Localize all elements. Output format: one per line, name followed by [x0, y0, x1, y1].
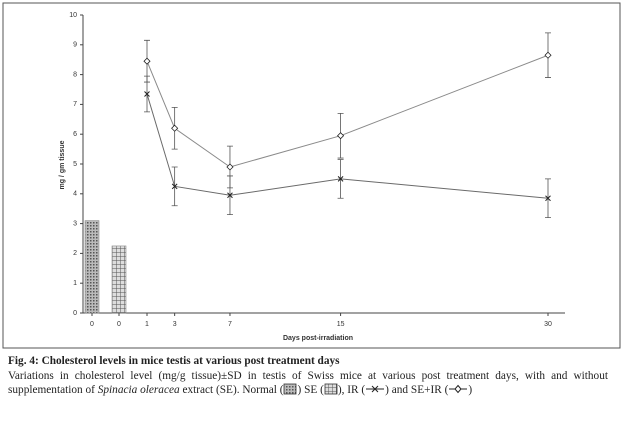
frame [2, 2, 621, 349]
marker [337, 176, 344, 182]
y-tick-label: 0 [73, 310, 77, 317]
chart: Days post-irradiation mg / gm tissue 0 1 2… [2, 2, 621, 349]
marker [544, 51, 552, 59]
series-line [146, 93, 549, 199]
marker [545, 195, 551, 202]
marker [337, 132, 345, 140]
comma: , [341, 384, 345, 396]
marker [171, 124, 179, 132]
caption-text: extract (SE). [182, 384, 240, 396]
marker [227, 192, 233, 199]
conjunction: and [391, 384, 409, 396]
y-tick-label: 5 [73, 161, 77, 168]
marker [226, 163, 234, 171]
caption: Fig. 4: Cholesterol levels in mice testi… [8, 354, 608, 398]
x-tick-label: 0 [117, 321, 121, 328]
legend-swatch [324, 383, 338, 395]
y-tick-label: 10 [69, 12, 77, 19]
marker [143, 57, 151, 65]
legend-swatch [284, 383, 297, 395]
x-tick-label: 1 [145, 321, 149, 328]
paren: ( [320, 384, 324, 396]
x-axis-label: Days post-irradiation [283, 335, 353, 342]
y-tick-label: 6 [73, 131, 77, 138]
x-tick-label: 15 [337, 321, 345, 328]
caption-text: Variations in cholesterol level (mg/g ti… [8, 369, 608, 397]
y-tick-label: 7 [73, 101, 77, 108]
y-tick-label: 1 [73, 280, 77, 287]
marker [171, 183, 178, 190]
legend-label: IR [347, 384, 359, 396]
marker [144, 91, 150, 97]
x-tick-label: 3 [173, 321, 177, 328]
legend-label: SE+IR [410, 384, 442, 396]
y-tick-label: 2 [73, 250, 77, 257]
species: Spinacia oleracea [97, 384, 180, 396]
legend-swatch [366, 385, 385, 393]
paren: ( [361, 384, 366, 396]
x-tick-label: 0 [90, 321, 94, 328]
paren: ( [279, 384, 284, 396]
paren: ) [385, 384, 389, 396]
bar [111, 245, 127, 314]
paren: ) [297, 384, 302, 396]
paren: ( [444, 384, 449, 396]
legend-label: SE [304, 384, 318, 396]
y-tick-label: 3 [73, 220, 77, 227]
series-line [146, 54, 549, 168]
y-tick-label: 4 [73, 191, 77, 198]
x-tick-label: 30 [544, 321, 552, 328]
bar [84, 220, 100, 314]
caption-title: Fig. 4: Cholesterol levels in mice testi… [8, 355, 340, 367]
legend-label: Normal [242, 384, 277, 396]
y-axis-label: mg / gm tissue [59, 140, 66, 189]
paren: ) [337, 384, 342, 396]
legend-swatch [449, 384, 468, 394]
x-tick-label: 7 [228, 321, 232, 328]
y-tick-label: 8 [73, 71, 77, 78]
paren: ) [468, 384, 473, 396]
y-tick-label: 9 [73, 42, 77, 49]
